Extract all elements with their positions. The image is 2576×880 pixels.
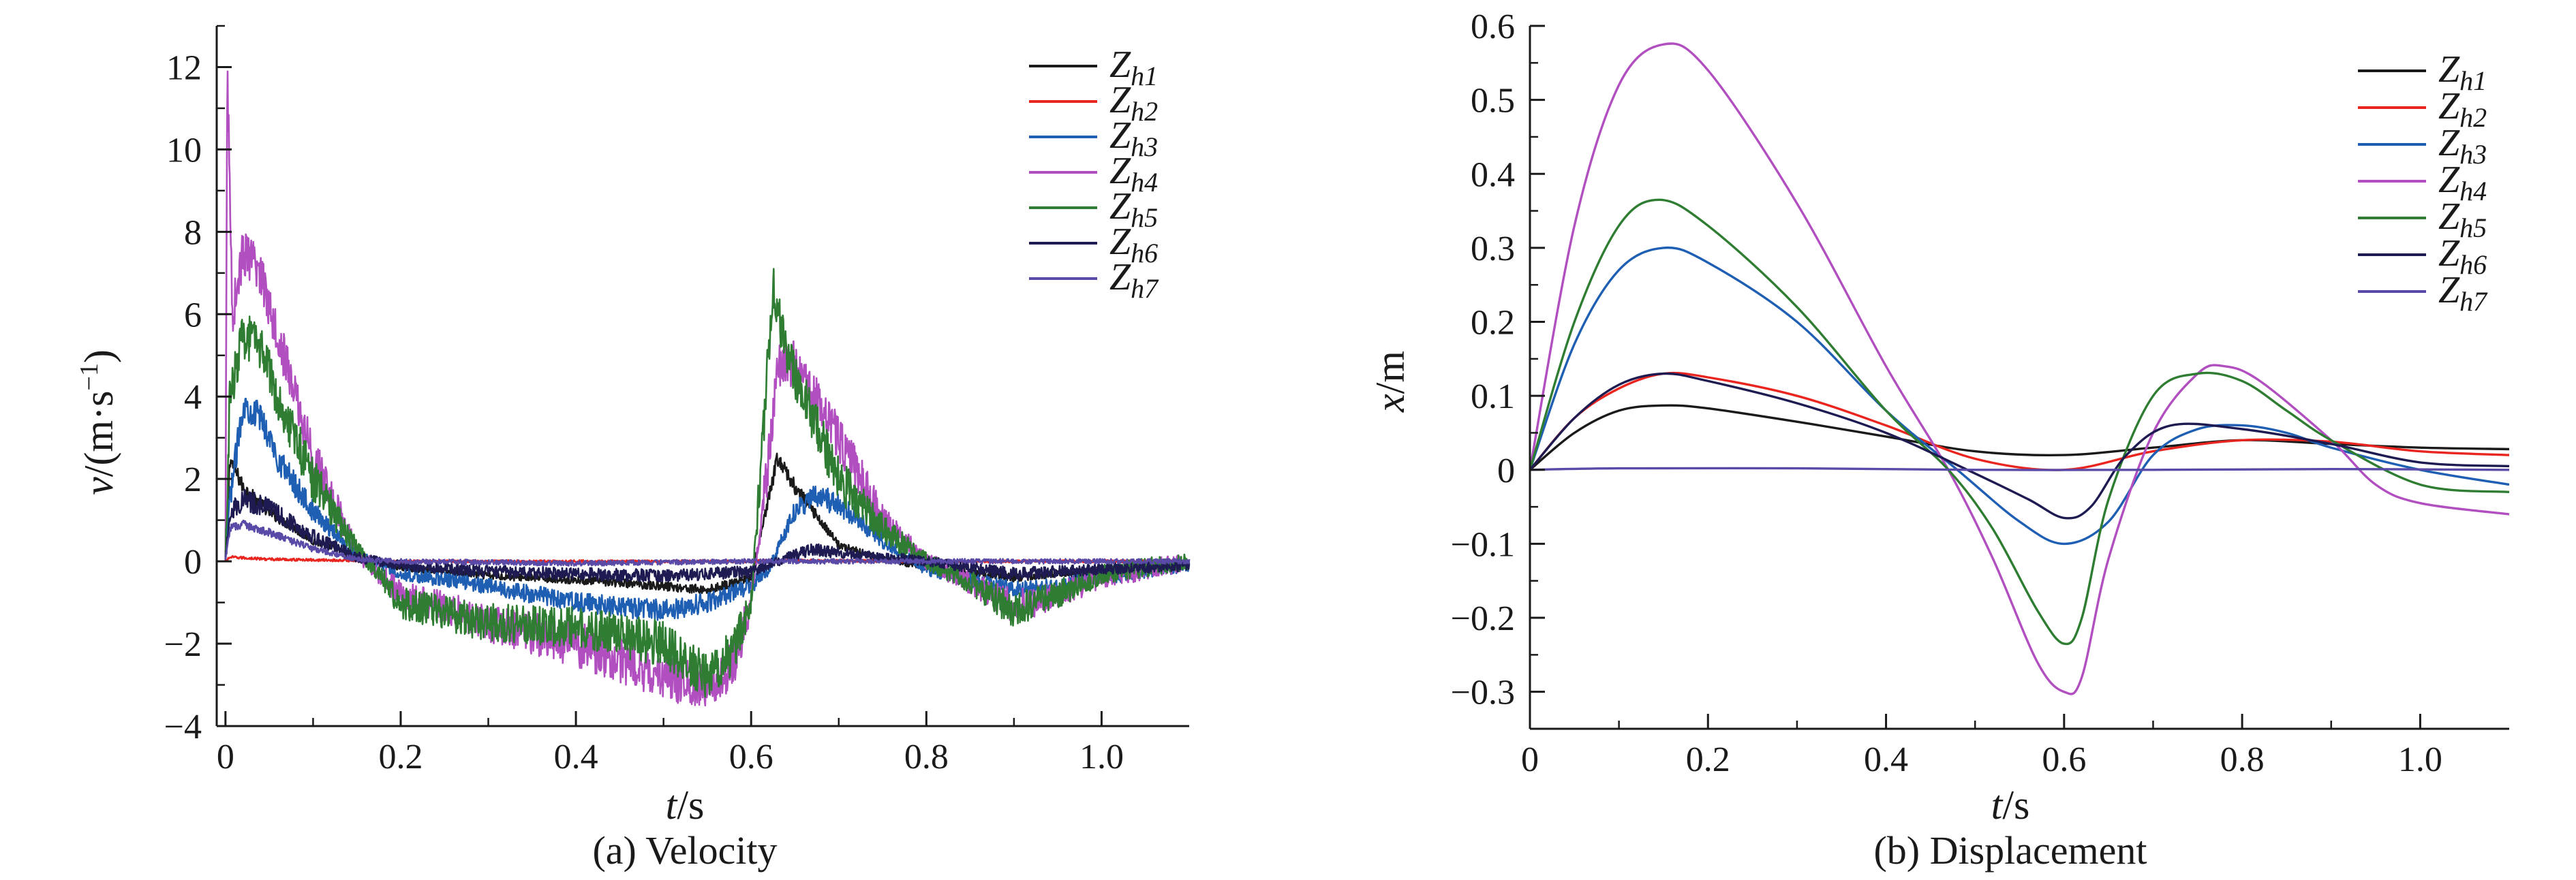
velocity-y-tick-label: 4 [184,378,202,417]
displacement-x-tick-label: 0.8 [2220,740,2265,779]
displacement-y-tick-label: 0.1 [1471,377,1515,416]
velocity-legend-label-zh5: Zh5 [1109,185,1158,233]
displacement-legend-label-zh6: Zh6 [2438,232,2487,280]
velocity-y-tick-label: 8 [184,213,202,252]
velocity-y-tick-label: −2 [164,625,202,664]
displacement-y-tick-label: −0.2 [1451,599,1515,638]
displacement-y-tick-label: 0.5 [1471,82,1515,121]
displacement-y-tick-label: −0.3 [1451,674,1515,712]
velocity-y-tick-label: −4 [164,708,202,747]
velocity-y-tick-label: 2 [184,460,202,499]
displacement-x-tick-label: 0.2 [1686,740,1730,779]
velocity-ticks: 0 0.2 0.4 0.6 0.8 1.0 −4 −2 0 2 4 6 8 10 12 [164,25,1124,776]
displacement-series-zh1 [1529,404,2510,471]
velocity-series-zh4 [224,70,1191,707]
velocity-y-tick-label: 6 [184,296,202,334]
velocity-y-tick-label: 10 [166,131,202,170]
velocity-series-zh5 [224,268,1191,698]
displacement-series-layer [1529,42,2510,695]
displacement-series-zh4 [1529,42,2510,695]
displacement-x-tick-label: 0 [1521,740,1539,779]
velocity-x-tick-label: 0 [217,738,234,776]
velocity-legend-label-zh4: Zh4 [1109,150,1158,198]
velocity-y-tick-label: 12 [166,48,202,87]
velocity-legend-label-zh6: Zh6 [1109,221,1158,268]
displacement-x-axis-label: t/s [1991,783,2030,828]
velocity-legend-label-zh3: Zh3 [1109,114,1158,162]
velocity-y-tick-label: 0 [184,543,202,582]
velocity-x-tick-label: 0.6 [729,738,773,776]
displacement-legend-label-zh7: Zh7 [2438,269,2488,317]
velocity-caption: (a) Velocity [592,828,777,873]
velocity-x-axis-label: t/s [666,783,705,828]
displacement-y-tick-label: 0.4 [1471,155,1515,194]
displacement-y-tick-label: 0 [1497,452,1515,490]
displacement-series-zh7 [1529,467,2510,471]
displacement-legend-label-zh2: Zh2 [2438,85,2487,133]
displacement-y-tick-label: 0.6 [1471,7,1515,46]
velocity-legend-label-zh2: Zh2 [1109,79,1158,127]
displacement-ticks: 0 0.2 0.4 0.6 0.8 1.0 −0.3 −0.2 −0.1 0 0.1 0.2 0.3 0.… [1451,7,2442,779]
displacement-x-tick-label: 0.4 [1864,740,1908,779]
velocity-legend-label-zh1: Zh1 [1109,44,1158,91]
displacement-legend-label-zh3: Zh3 [2438,122,2487,170]
displacement-y-axis-label: x/m [1368,351,1413,413]
displacement-y-tick-label: 0.3 [1471,230,1515,268]
velocity-series-zh7 [224,520,1191,567]
displacement-series-zh5 [1529,198,2510,646]
displacement-x-tick-label: 1.0 [2398,740,2442,779]
velocity-x-tick-label: 0.4 [554,738,598,776]
displacement-axes [1529,26,2509,730]
displacement-series-zh6 [1529,372,2510,520]
velocity-y-axis-label: v/(m·s−1) [75,349,121,495]
velocity-x-tick-label: 0.2 [378,738,423,776]
velocity-x-tick-label: 1.0 [1079,738,1124,776]
displacement-legend-label-zh5: Zh5 [2438,195,2487,243]
velocity-series-layer [224,70,1191,707]
displacement-chart: 0 0.2 0.4 0.6 0.8 1.0 −0.3 −0.2 −0.1 0 0.1 0.2 0.3 0.… [1368,7,2510,873]
displacement-series-zh3 [1529,246,2510,546]
displacement-x-tick-label: 0.6 [2042,740,2086,779]
velocity-x-tick-label: 0.8 [904,738,949,776]
displacement-y-tick-label: −0.1 [1451,525,1515,564]
velocity-axes [215,26,1189,727]
velocity-legend-label-zh7: Zh7 [1109,256,1159,304]
displacement-caption: (b) Displacement [1873,828,2147,873]
displacement-y-tick-label: 0.2 [1471,304,1515,343]
displacement-legend-label-zh4: Zh4 [2438,159,2487,206]
displacement-legend-label-zh1: Zh1 [2438,48,2487,96]
velocity-series-zh6 [224,488,1191,583]
